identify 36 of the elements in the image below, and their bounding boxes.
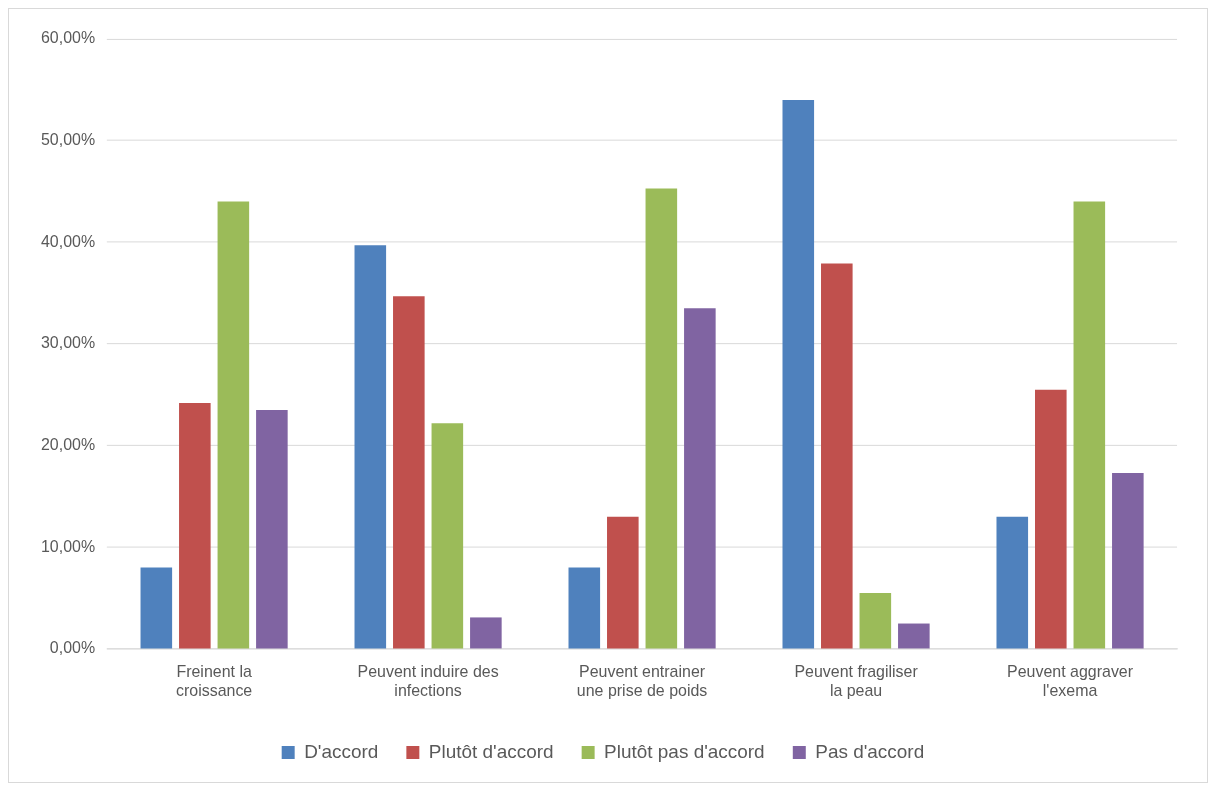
bar bbox=[1073, 201, 1106, 649]
y-tick-label: 30,00% bbox=[40, 334, 96, 352]
bar bbox=[354, 245, 387, 649]
bar bbox=[431, 423, 464, 649]
y-tick-label: 10,00% bbox=[40, 537, 96, 555]
bar bbox=[256, 410, 288, 649]
bar bbox=[821, 263, 853, 649]
bar bbox=[393, 296, 425, 649]
bar bbox=[996, 516, 1029, 649]
legend-label: Plutôt pas d'accord bbox=[604, 740, 765, 762]
bar bbox=[607, 516, 639, 649]
bar bbox=[217, 201, 250, 649]
bar bbox=[645, 188, 678, 649]
x-tick-label: Peuvent aggraver l'exema bbox=[1007, 662, 1134, 700]
legend-label: D'accord bbox=[304, 740, 379, 762]
bar bbox=[859, 593, 892, 649]
y-tick-label: 20,00% bbox=[40, 436, 96, 453]
bar bbox=[898, 623, 930, 649]
y-tick-label: 60,00% bbox=[40, 29, 96, 47]
y-tick-label: 40,00% bbox=[40, 232, 96, 250]
x-tick-label: Peuvent induire des infections bbox=[357, 662, 499, 700]
y-tick-label: 50,00% bbox=[40, 130, 96, 148]
bar bbox=[684, 308, 716, 649]
legend-label: Pas d'accord bbox=[815, 740, 925, 762]
legend-label: Plutôt d'accord bbox=[428, 740, 554, 762]
x-tick-label: Peuvent entrainer une prise de poids bbox=[576, 662, 708, 700]
bar bbox=[179, 402, 211, 649]
bar bbox=[782, 99, 815, 649]
bar bbox=[470, 617, 502, 649]
bar bbox=[140, 567, 173, 649]
bar bbox=[568, 567, 601, 649]
y-tick-label: 0,00% bbox=[49, 639, 96, 657]
bar bbox=[1112, 473, 1144, 649]
x-tick-label: Peuvent fragiliser la peau bbox=[794, 662, 919, 700]
x-tick-label: Freinent la croissance bbox=[175, 662, 253, 700]
bar bbox=[1035, 389, 1067, 649]
